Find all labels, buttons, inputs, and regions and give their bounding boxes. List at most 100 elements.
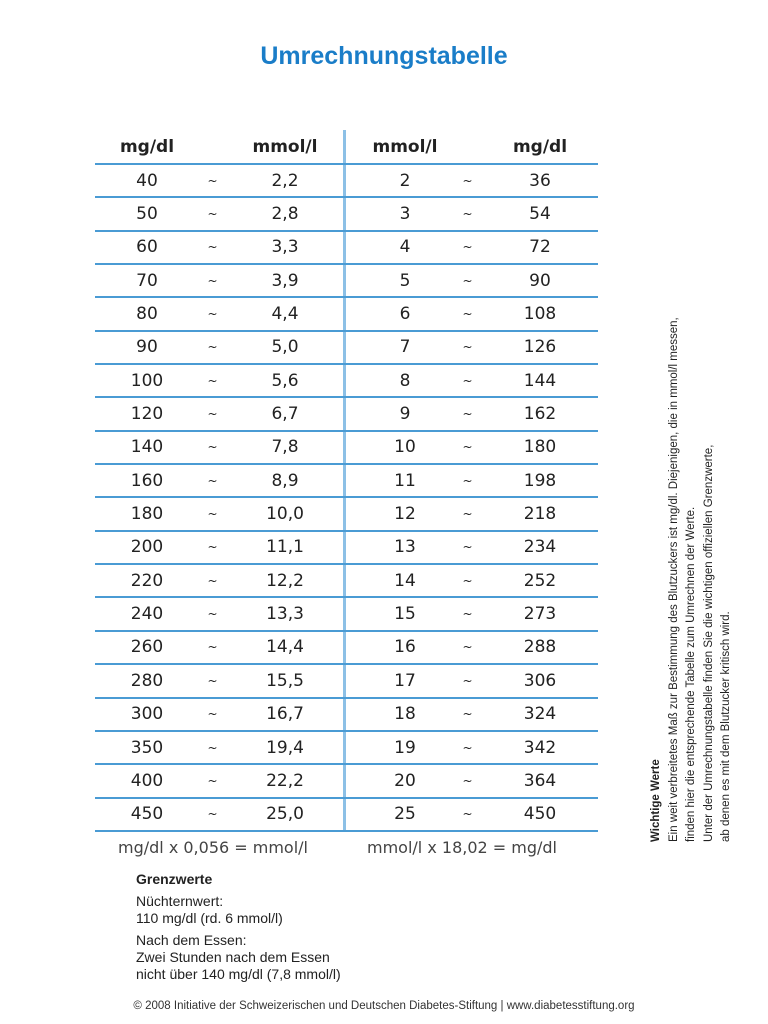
tilde: ~ [462, 740, 473, 755]
tilde: ~ [207, 207, 218, 222]
mmol-cell: 5,6 [271, 370, 299, 391]
mgdl-cell: 162 [523, 404, 557, 425]
table-row: 40 ~2,2 2 ~36 [95, 165, 598, 199]
mgdl-cell: 324 [523, 704, 557, 725]
mmol-cell: 11 [394, 470, 416, 491]
side-note-heading: Wichtige Werte [650, 759, 662, 842]
mmol-cell: 4,4 [271, 304, 299, 325]
tilde: ~ [462, 673, 473, 688]
mgdl-cell: 60 [136, 237, 158, 258]
mmol-cell: 15,5 [266, 670, 304, 691]
mgdl-cell: 450 [130, 804, 164, 825]
tilde: ~ [207, 507, 218, 522]
mgdl-cell: 120 [130, 404, 164, 425]
header-mgdl-left: mg/dl [119, 136, 175, 157]
tilde: ~ [207, 573, 218, 588]
table-row: 220 ~12,2 14 ~252 [95, 565, 598, 599]
mmol-cell: 16 [394, 637, 416, 658]
mmol-cell: 25,0 [266, 804, 304, 825]
tilde: ~ [462, 773, 473, 788]
table-row: 80 ~4,4 6 ~108 [95, 298, 598, 332]
tilde: ~ [207, 473, 218, 488]
mmol-cell: 12,2 [266, 570, 304, 591]
mgdl-cell: 280 [130, 670, 164, 691]
tilde: ~ [207, 273, 218, 288]
mmol-cell: 2 [399, 170, 411, 191]
tilde: ~ [207, 640, 218, 655]
tilde: ~ [462, 307, 473, 322]
mgdl-cell: 252 [523, 570, 557, 591]
grenzwerte-line: Nüchternwert: [136, 893, 224, 909]
mgdl-cell: 240 [130, 604, 164, 625]
side-note: Wichtige Werte Ein weit verbreitetes Maß… [648, 317, 736, 842]
mgdl-cell: 160 [130, 470, 164, 491]
mmol-cell: 19,4 [266, 737, 304, 758]
side-note-line: ab denen es mit dem Blutzucker kritisch … [720, 611, 732, 842]
tilde: ~ [207, 740, 218, 755]
table-row: 160 ~8,9 11 ~198 [95, 465, 598, 499]
tilde: ~ [462, 640, 473, 655]
mgdl-cell: 54 [529, 204, 551, 225]
tilde: ~ [462, 173, 473, 188]
mmol-cell: 7 [399, 337, 411, 358]
table-row: 400 ~22,2 20 ~364 [95, 765, 598, 799]
mgdl-cell: 234 [523, 537, 557, 558]
mmol-cell: 4 [399, 237, 411, 258]
mgdl-cell: 36 [529, 170, 551, 191]
mmol-cell: 17 [394, 670, 416, 691]
grenzwerte-line: 110 mg/dl (rd. 6 mmol/l) [136, 910, 283, 926]
table-row: 450 ~25,0 25 ~450 [95, 799, 598, 832]
mmol-cell: 12 [394, 504, 416, 525]
mmol-cell: 11,1 [266, 537, 304, 558]
mgdl-cell: 100 [130, 370, 164, 391]
mgdl-cell: 140 [130, 437, 164, 458]
table-row: 60 ~3,3 4 ~72 [95, 232, 598, 266]
mmol-cell: 14 [394, 570, 416, 591]
mmol-cell: 9 [399, 404, 411, 425]
mmol-cell: 13 [394, 537, 416, 558]
tilde: ~ [462, 707, 473, 722]
mgdl-cell: 108 [523, 304, 557, 325]
tilde: ~ [207, 673, 218, 688]
mmol-cell: 8,9 [271, 470, 299, 491]
mmol-cell: 25 [394, 804, 416, 825]
side-note-line: Unter der Umrechnungstabelle finden Sie … [702, 444, 715, 842]
mmol-cell: 13,3 [266, 604, 304, 625]
table-row: 120 ~6,7 9 ~162 [95, 398, 598, 432]
tilde: ~ [462, 207, 473, 222]
mgdl-cell: 288 [523, 637, 557, 658]
mgdl-cell: 260 [130, 637, 164, 658]
mgdl-cell: 180 [130, 504, 164, 525]
formula-mgdl-to-mmol: mg/dl x 0,056 = mmol/l [118, 838, 308, 857]
mmol-cell: 6 [399, 304, 411, 325]
mmol-cell: 8 [399, 370, 411, 391]
tilde: ~ [207, 340, 218, 355]
side-note-line: finden hier die entsprechende Tabelle zu… [685, 506, 697, 842]
mgdl-cell: 80 [136, 304, 158, 325]
tilde: ~ [462, 573, 473, 588]
tilde: ~ [207, 540, 218, 555]
grenzwerte-line: Zwei Stunden nach dem Essen [136, 949, 330, 965]
column-divider [343, 130, 346, 832]
header-mgdl-right: mg/dl [512, 136, 568, 157]
header-mmol-left: mmol/l [252, 136, 318, 157]
mgdl-cell: 342 [523, 737, 557, 758]
mgdl-cell: 90 [136, 337, 158, 358]
table-header: mg/dl mmol/l mmol/l mg/dl [95, 130, 598, 165]
grenzwerte-heading: Grenzwerte [136, 871, 213, 887]
table-row: 90 ~5,0 7 ~126 [95, 332, 598, 366]
formula-mmol-to-mgdl: mmol/l x 18,02 = mg/dl [367, 838, 557, 857]
mmol-cell: 3 [399, 204, 411, 225]
tilde: ~ [207, 407, 218, 422]
conversion-table: mg/dl mmol/l mmol/l mg/dl 40 ~2,2 2 ~36 50 ~2… [95, 130, 598, 832]
mmol-cell: 20 [394, 770, 416, 791]
mmol-cell: 2,8 [271, 204, 299, 225]
table-row: 140 ~7,8 10 ~180 [95, 432, 598, 466]
mgdl-cell: 50 [136, 204, 158, 225]
tilde: ~ [462, 373, 473, 388]
mgdl-cell: 218 [523, 504, 557, 525]
mgdl-cell: 273 [523, 604, 557, 625]
mmol-cell: 5,0 [271, 337, 299, 358]
mgdl-cell: 364 [523, 770, 557, 791]
